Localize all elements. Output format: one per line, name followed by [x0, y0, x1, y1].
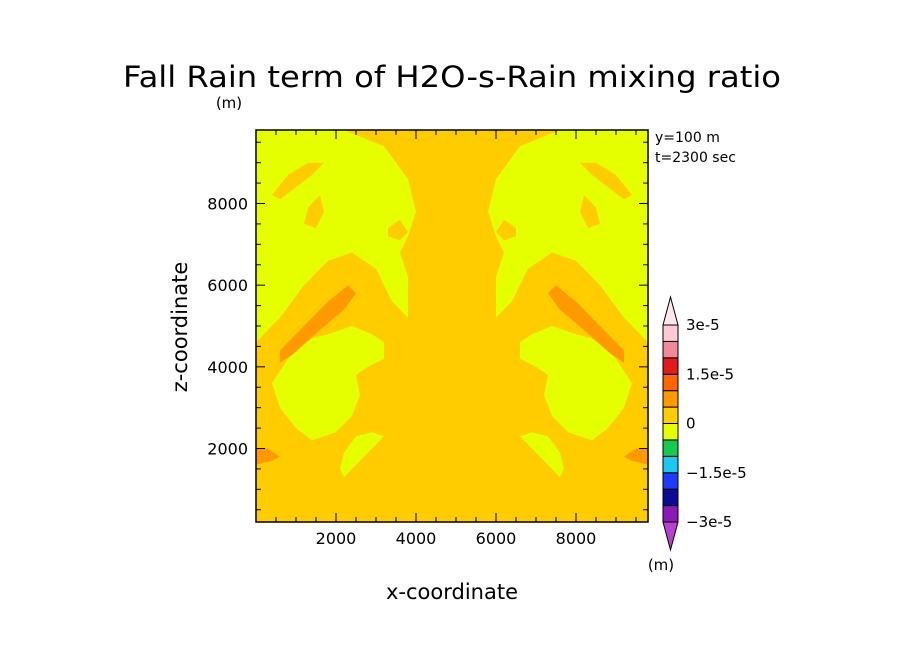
chart-title: Fall Rain term of H2O-s-Rain mixing rati… [123, 60, 781, 94]
colorbar-bin [662, 406, 679, 425]
x-tick-label: 6000 [476, 529, 517, 548]
colorbar-bin [662, 488, 679, 507]
title-unit: (m) [216, 94, 242, 112]
y-axis-ticks: 2000 4000 6000 8000 [207, 141, 648, 511]
x-tick-label: 8000 [556, 529, 597, 548]
y-tick-label: 8000 [207, 195, 248, 214]
colorbar-bin [662, 390, 679, 408]
contour-region-low-2 [272, 326, 384, 441]
colorbar-bin [662, 373, 679, 392]
colorbar-label: −3e-5 [686, 513, 732, 531]
x-axis-label: x-coordinate [386, 580, 518, 604]
colorbar-bin [662, 505, 679, 523]
colorbar-label: −1.5e-5 [686, 464, 747, 482]
contour-region-mid-16 [256, 448, 280, 465]
contour-region-base-11 [496, 219, 516, 241]
x-axis-ticks: 2000 4000 6000 8000 [255, 130, 637, 548]
y-axis-label: z-coordinate [168, 262, 192, 393]
colorbar-bin [662, 439, 679, 457]
colorbar-lower-arrow [662, 521, 679, 552]
contour-region-mid-15 [548, 285, 624, 363]
colorbar-label: 1.5e-5 [686, 365, 734, 383]
colorbar-bin [662, 357, 679, 375]
contour-region-low-3 [520, 326, 632, 441]
contour-region-low-5 [520, 432, 564, 478]
colorbar-unit: (m) [648, 556, 674, 574]
colorbar: 3e-5 1.5e-5 0 −1.5e-5 −3e-5 [662, 295, 747, 552]
contour-region-mid-14 [280, 285, 356, 363]
colorbar-label: 3e-5 [686, 316, 720, 334]
colorbar-upper-arrow [662, 295, 679, 326]
colorbar-bin [662, 340, 679, 359]
x-tick-label: 4000 [396, 529, 437, 548]
colorbar-bin [662, 472, 679, 490]
annotation-t: t=2300 sec [655, 150, 736, 166]
x-tick-label: 2000 [316, 529, 357, 548]
contour-region-mid-17 [624, 448, 648, 465]
colorbar-bin [662, 455, 679, 474]
y-tick-label: 4000 [207, 358, 248, 377]
y-tick-label: 2000 [207, 440, 248, 459]
contour-region-low-4 [340, 432, 384, 478]
plot-area [255, 129, 649, 523]
annotation-y: y=100 m [655, 130, 720, 146]
contour-region-base-6 [272, 162, 324, 200]
y-tick-label: 6000 [207, 276, 248, 295]
contour-region-base-9 [580, 195, 600, 228]
colorbar-bin [662, 423, 679, 441]
contour-region-base-10 [388, 219, 408, 241]
contour-region-base-8 [304, 195, 324, 228]
contour-region-base-7 [580, 162, 632, 200]
colorbar-bin [662, 324, 679, 342]
colorbar-label: 0 [686, 415, 696, 433]
